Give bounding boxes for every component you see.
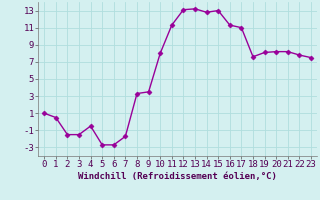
X-axis label: Windchill (Refroidissement éolien,°C): Windchill (Refroidissement éolien,°C): [78, 172, 277, 181]
